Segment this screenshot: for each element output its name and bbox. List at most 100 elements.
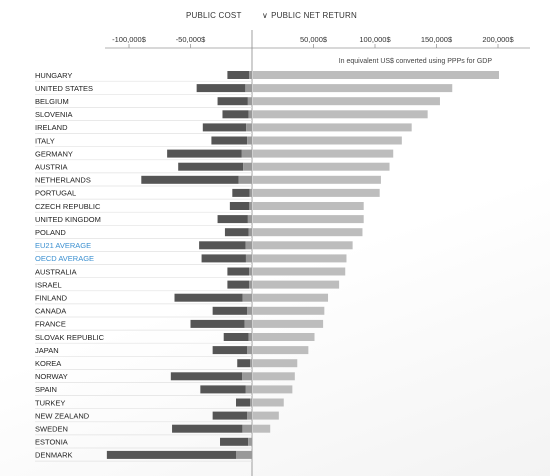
cost-bar-segment (249, 188, 252, 197)
category-label: OECD AVERAGE (35, 254, 94, 263)
cost-bar (199, 241, 246, 250)
legend-public-net-return-label: PUBLIC NET RETURN (271, 11, 357, 20)
x-axis-tick-label: 150,000$ (421, 35, 453, 44)
return-bar (253, 372, 295, 381)
cost-bar (232, 188, 250, 197)
return-bar (253, 359, 298, 368)
cost-bar-segment (248, 110, 252, 119)
x-axis-tick-label: -100,000$ (112, 35, 147, 44)
chevron-down-icon: ∨ (262, 11, 269, 20)
cost-bar (170, 372, 243, 381)
cost-bar (196, 84, 246, 93)
category-label: SWEDEN (35, 425, 68, 434)
currency-note: In equivalent US$ converted using PPPs f… (338, 58, 492, 65)
cost-bar (220, 437, 249, 446)
category-label: UNITED STATES (35, 84, 93, 93)
category-label: PORTUGAL (35, 189, 76, 198)
cost-bar (217, 97, 248, 106)
cost-bar-segment (241, 149, 252, 158)
cost-bar-segment (242, 293, 252, 302)
cost-bar (236, 398, 251, 407)
cost-bar-segment (246, 123, 252, 132)
category-label: JAPAN (35, 346, 59, 355)
return-bar (253, 84, 453, 93)
cost-bar-segment (250, 359, 252, 368)
category-label: KOREA (35, 359, 61, 368)
category-label: SPAIN (35, 385, 57, 394)
return-bar (253, 149, 394, 158)
category-label: BELGIUM (35, 97, 69, 106)
category-label: NEW ZEALAND (35, 411, 90, 420)
return-bar (253, 424, 271, 433)
category-label: FINLAND (35, 294, 68, 303)
cost-bar-segment (249, 202, 252, 210)
category-label: POLAND (35, 228, 66, 237)
x-axis-tick-label: 100,000$ (359, 35, 391, 44)
cost-bar-segment (245, 241, 252, 250)
category-label: UNITED KINGDOM (35, 215, 101, 224)
category-label: SLOVAK REPUBLIC (35, 333, 105, 342)
x-axis-tick-label: -50,000$ (176, 35, 206, 44)
cost-bar (229, 202, 250, 210)
cost-bar (212, 346, 248, 355)
return-bar (253, 333, 315, 341)
category-label: ISRAEL (35, 280, 62, 289)
category-label: AUSTRALIA (35, 267, 77, 276)
cost-bar (201, 254, 246, 263)
category-label: AUSTRIA (35, 163, 68, 172)
return-bar (253, 319, 324, 328)
cost-bar (224, 228, 249, 237)
x-axis-tick-label: 200,000$ (482, 35, 514, 44)
cost-bar (223, 333, 249, 341)
return-bar (253, 241, 353, 250)
legend-public-net-return[interactable]: ∨ PUBLIC NET RETURN (262, 11, 357, 20)
cost-bar-segment (245, 385, 252, 394)
category-label: FRANCE (35, 320, 66, 329)
category-label: ITALY (35, 136, 55, 145)
cost-bar (217, 215, 248, 224)
category-label: SLOVENIA (35, 110, 73, 119)
return-bar (253, 162, 390, 171)
return-bar (253, 71, 499, 79)
cost-bar-segment (247, 215, 252, 224)
category-label: HUNGARY (35, 71, 72, 80)
category-label: CANADA (35, 307, 66, 316)
category-label: TURKEY (35, 398, 65, 407)
category-label: CZECH REPUBLIC (35, 202, 101, 211)
cost-bar-segment (236, 450, 252, 459)
category-label: IRELAND (35, 123, 68, 132)
cost-bar (200, 385, 246, 394)
cost-bar-segment (247, 411, 252, 420)
category-label: EU21 AVERAGE (35, 241, 91, 250)
category-label: NORWAY (35, 372, 68, 381)
return-bar (253, 136, 402, 145)
cost-bar (211, 136, 248, 145)
cost-bar-segment (247, 97, 252, 106)
return-bar (253, 188, 380, 197)
cost-bar (212, 411, 248, 420)
legend-public-cost[interactable]: PUBLIC COST (186, 11, 242, 20)
cost-bar (227, 71, 250, 79)
category-label: ESTONIA (35, 438, 68, 447)
return-bar (253, 110, 428, 119)
return-bar (253, 123, 412, 132)
cost-bar (227, 280, 250, 289)
cost-bar-segment (242, 372, 252, 381)
cost-bar (174, 293, 243, 302)
cost-bar (237, 359, 251, 368)
return-bar (253, 398, 284, 407)
return-bar (253, 306, 325, 315)
cost-bar (106, 450, 236, 459)
category-label: DENMARK (35, 451, 73, 460)
return-bar (253, 280, 340, 289)
cost-bar-segment (248, 437, 252, 446)
cost-bar-segment (245, 84, 252, 93)
cost-bar-segment (249, 280, 252, 289)
return-bar (253, 411, 279, 420)
category-label: GERMANY (35, 149, 73, 158)
cost-bar-segment (244, 319, 252, 328)
return-bar (253, 175, 381, 184)
cost-bar-segment (243, 162, 252, 171)
cost-bar (202, 123, 247, 132)
